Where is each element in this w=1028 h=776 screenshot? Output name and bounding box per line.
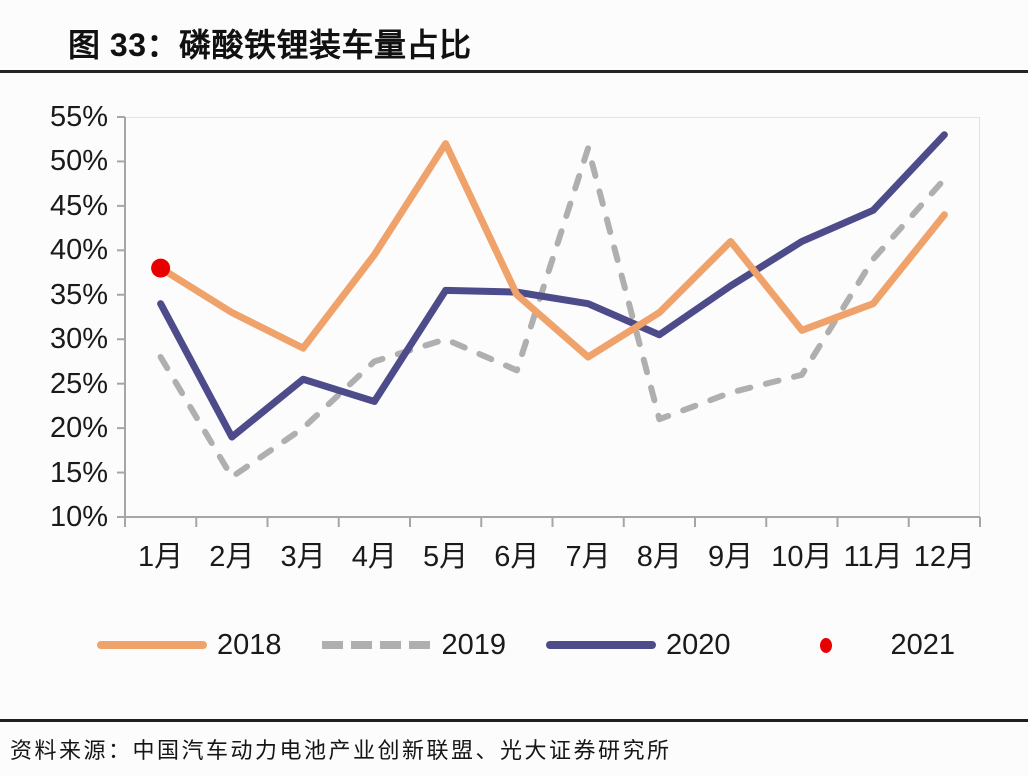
y-axis-label-10: 10% [49,501,108,533]
series-line-2018 [157,140,948,361]
x-axis-label-9: 9月 [708,541,754,573]
x-axis-label-2: 2月 [209,541,255,573]
y-axis-label-40: 40% [49,234,108,267]
y-axis-label-55: 55% [49,101,108,133]
x-axis-label-10: 10月 [771,541,833,573]
y-axis-label-20: 20% [49,412,108,445]
y-axis-label-30: 30% [49,323,108,356]
line-sample-icon [97,641,207,649]
footer-divider [0,719,1028,722]
series-line-2020 [157,131,948,441]
legend-dashed-swatch-2019 [321,629,432,661]
line-sample-icon [321,641,432,649]
x-axis-label-6: 6月 [494,541,540,573]
y-axis-label-45: 45% [49,189,108,222]
legend-label-2020: 2020 [666,629,731,661]
source-note: 资料来源：中国汽车动力电池产业创新联盟、光大证券研究所 [10,738,672,763]
legend-label-2019: 2019 [441,629,507,661]
x-axis-label-11: 11月 [843,541,903,573]
x-axis-label-1: 1月 [138,541,184,573]
data-point-2021 [151,258,171,278]
legend-label-2021: 2021 [890,629,956,661]
x-axis-label-7: 7月 [565,541,611,573]
legend-label-2018: 2018 [217,629,282,661]
title-divider [0,70,1028,73]
chart-title: 图 33：磷酸铁锂装车量占比 [68,27,472,63]
red-dot-marker-icon [819,637,832,653]
y-axis-label-25: 25% [49,367,108,400]
legend-solid-swatch-2018 [97,629,207,661]
y-axis-label-35: 35% [49,278,108,311]
legend-solid-swatch-2020 [546,629,657,661]
legend-item-2020: 2020 [546,629,731,661]
y-axis-label-15: 15% [49,456,108,489]
legend-item-2019: 2019 [321,629,507,661]
y-axis-label-50: 50% [49,145,108,178]
legend-dot-swatch-2021 [771,629,881,661]
line-sample-icon [546,641,657,649]
legend-item-2018: 2018 [97,629,282,661]
legend-item-2021: 2021 [771,629,956,661]
plot-border [125,117,980,517]
x-axis-label-12: 12月 [913,541,975,573]
x-axis-label-8: 8月 [636,541,682,573]
x-axis-label-3: 3月 [280,541,326,573]
chart-legend: 2018 2019 2020 2021 [97,629,995,661]
x-axis-label-4: 4月 [351,541,397,573]
series-line-2019 [157,145,948,480]
x-axis-label-5: 5月 [423,541,469,573]
